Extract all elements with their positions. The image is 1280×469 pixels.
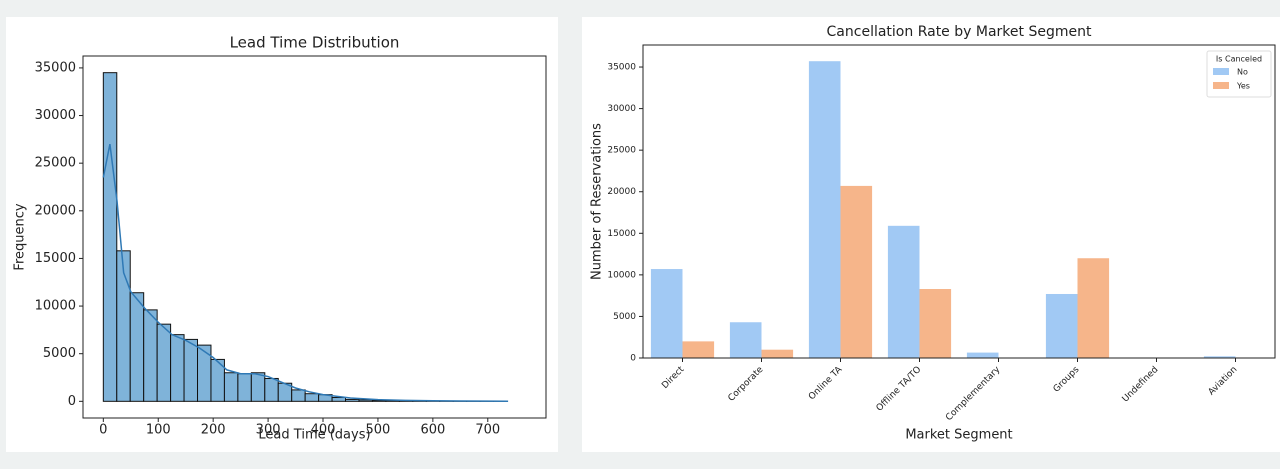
- y-axis-label: Number of Reservations: [590, 123, 605, 280]
- hist-bar: [264, 377, 279, 402]
- bar: [919, 288, 952, 358]
- plot-frame: [82, 55, 547, 419]
- x-tick-label: 200: [201, 423, 226, 438]
- y-axis-label: Frequency: [13, 203, 28, 270]
- x-axis-label: Lead Time (days): [258, 428, 370, 443]
- y-tick-label: 20000: [35, 203, 76, 218]
- y-tick-label: 10000: [35, 299, 76, 314]
- legend-swatch: [1213, 68, 1229, 75]
- hist-bar: [250, 372, 266, 402]
- bar: [887, 225, 920, 358]
- hist-bar: [102, 72, 118, 402]
- y-tick-label: 5000: [613, 312, 636, 322]
- right-panel: [582, 17, 1280, 452]
- hist-bar: [129, 292, 145, 402]
- bar: [682, 341, 715, 358]
- plot-frame: [642, 44, 1276, 359]
- y-tick-label: 25000: [607, 146, 636, 156]
- x-axis-label: Market Segment: [905, 428, 1012, 443]
- legend-swatch: [1213, 82, 1229, 89]
- y-tick-label: 15000: [607, 229, 636, 239]
- y-tick-label: 10000: [607, 270, 636, 280]
- y-tick-label: 0: [68, 394, 76, 409]
- x-tick-label: 600: [420, 423, 445, 438]
- hist-bar: [345, 398, 360, 402]
- hist-bar: [237, 373, 252, 402]
- hist-bar: [358, 399, 373, 402]
- kde-line: [102, 143, 509, 403]
- x-tick-label: 0: [99, 423, 107, 438]
- x-tick-label: 300: [256, 423, 281, 438]
- hist-bar: [143, 309, 158, 402]
- bar: [1077, 258, 1110, 358]
- hist-bar: [170, 334, 185, 402]
- y-tick-label: 0: [630, 354, 636, 364]
- y-tick-label: 30000: [35, 108, 76, 123]
- y-tick-label: 30000: [607, 104, 636, 114]
- y-tick-label: 15000: [35, 251, 76, 266]
- y-tick-label: 20000: [607, 187, 636, 197]
- y-tick-label: 35000: [35, 60, 76, 75]
- left-panel: [6, 17, 558, 452]
- bar: [808, 61, 841, 359]
- x-tick-label: 100: [146, 423, 171, 438]
- hist-bar: [291, 389, 306, 402]
- hist-bar: [331, 397, 347, 402]
- x-tick-label: 500: [366, 423, 391, 438]
- hist-bar: [197, 344, 212, 402]
- x-tick-label: 400: [311, 423, 336, 438]
- hist-bar: [223, 372, 239, 402]
- chart-title: Lead Time Distribution: [230, 34, 400, 52]
- chart-title: Cancellation Rate by Market Segment: [827, 24, 1092, 40]
- hist-bar: [304, 393, 320, 402]
- y-tick-label: 35000: [607, 63, 636, 73]
- y-tick-label: 5000: [43, 346, 76, 361]
- y-tick-label: 25000: [35, 156, 76, 171]
- legend-label: No: [1237, 68, 1248, 77]
- x-tick-label: 700: [475, 423, 500, 438]
- bar: [1045, 293, 1078, 358]
- legend-label: Yes: [1236, 82, 1250, 91]
- bar: [761, 349, 794, 358]
- hist-bar: [156, 323, 172, 402]
- legend-title: Is Canceled: [1216, 55, 1262, 64]
- bar: [650, 269, 683, 358]
- hist-bar: [183, 338, 199, 402]
- bar: [840, 185, 873, 358]
- bar: [966, 352, 999, 358]
- bar: [729, 322, 762, 358]
- bar: [1203, 356, 1236, 358]
